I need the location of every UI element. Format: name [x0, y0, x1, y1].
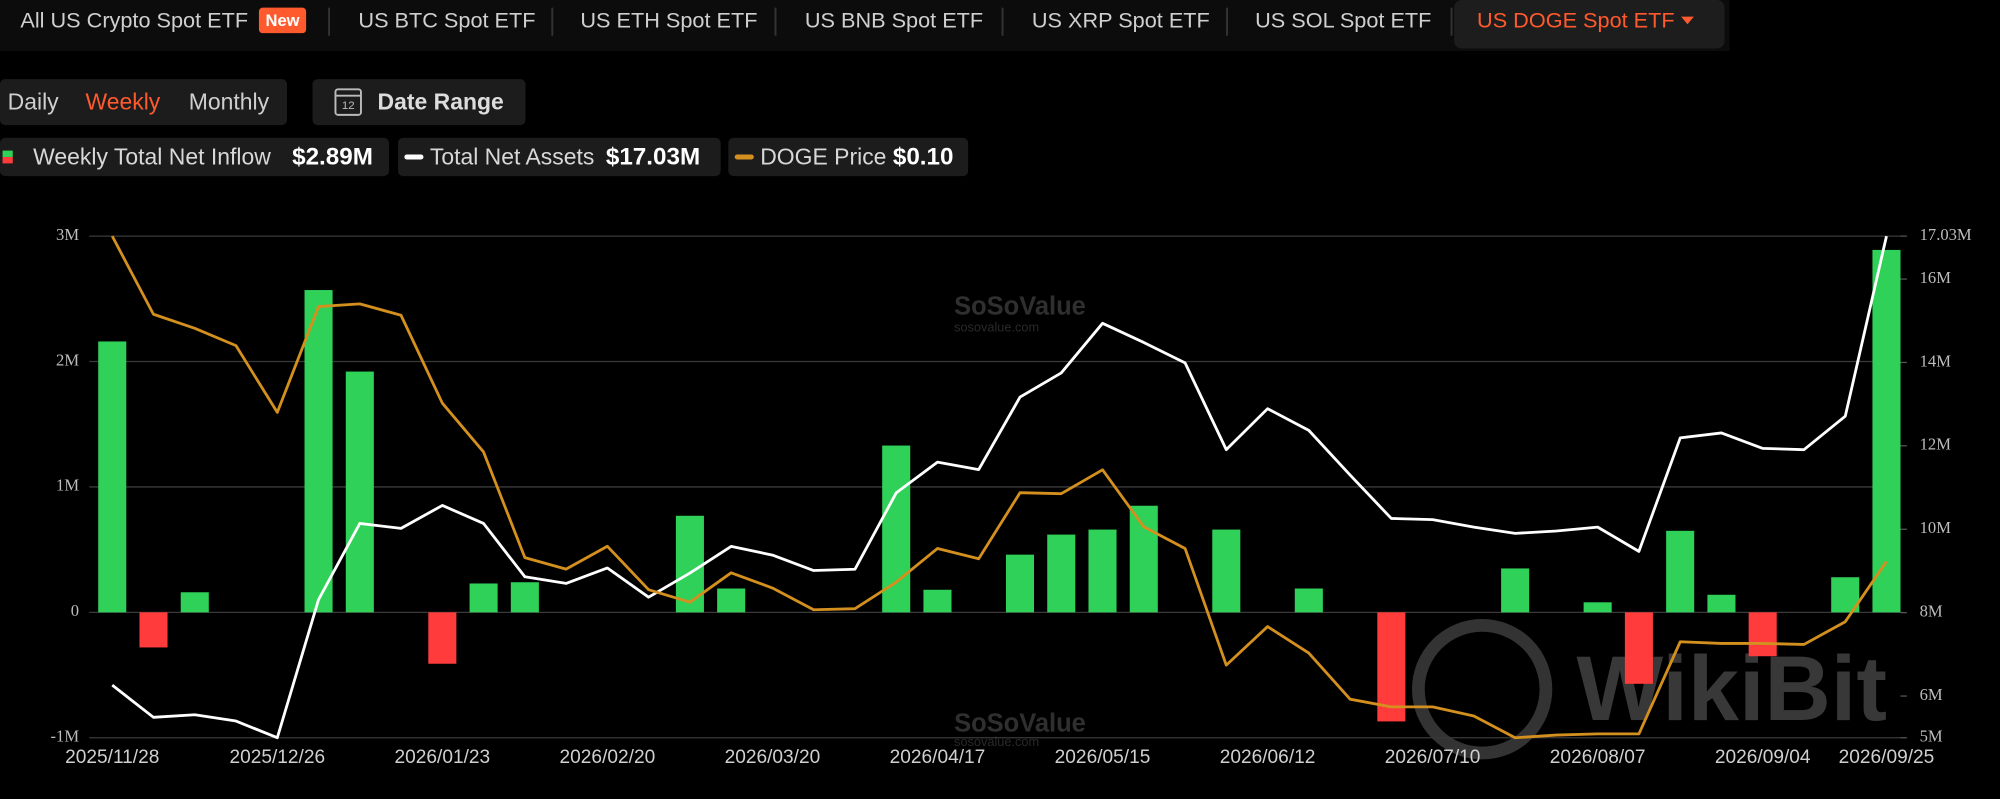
bar [923, 589, 952, 613]
y2-tick-label: 8M [1920, 601, 1943, 620]
watermark-group: SoSoValue sosovalue.com SoSoValue sosova… [954, 292, 1086, 749]
bar [1583, 602, 1612, 613]
bar [1666, 530, 1695, 613]
watermark: WikiBit [1577, 638, 1887, 740]
bar [1294, 588, 1323, 613]
new-badge-bg [258, 7, 307, 34]
x-tick-label: 2026/03/20 [725, 747, 821, 768]
y-tick-label: 1M [56, 476, 79, 495]
bar [180, 592, 209, 613]
period-button[interactable]: Daily [8, 88, 60, 114]
y2-tick-label: 12M [1920, 435, 1952, 454]
tab[interactable]: US BNB Spot ETF [805, 7, 983, 32]
bar [428, 612, 457, 664]
active-tab-bg [1454, 0, 1725, 49]
y2-tick-label: 10M [1920, 518, 1952, 537]
x-tick-label: 2026/09/04 [1715, 747, 1811, 768]
y2-tick-label: 6M [1920, 685, 1943, 704]
legend-value: $17.03M [606, 144, 700, 171]
tab[interactable]: US SOL Spot ETF [1255, 7, 1431, 32]
date-range-button[interactable] [312, 79, 526, 126]
x-tick-label: 2026/08/07 [1550, 747, 1646, 768]
legend-box [728, 137, 969, 177]
tab[interactable]: All US Crypto Spot ETF [20, 7, 248, 32]
x-tick-label: 2026/04/17 [890, 747, 986, 768]
watermark: SoSoValue [954, 710, 1086, 738]
y2-tick-label: 17.03M [1920, 225, 1972, 244]
bar [1129, 505, 1158, 613]
plot: -1M 0 1M 2M 3M 5M 6M 8M 10M 12M 14M 16M 17.03M 2025/1… [51, 225, 1972, 768]
bar [510, 582, 539, 613]
y-tick-label: 0 [71, 601, 79, 620]
legend-box [0, 137, 390, 177]
bar [717, 588, 746, 613]
bar [1047, 534, 1076, 613]
bar [98, 341, 127, 613]
new-badge: New [265, 11, 299, 30]
bar [1624, 612, 1653, 684]
y2-tick-label: 14M [1920, 351, 1952, 370]
x-tick-label: 2025/12/26 [229, 747, 325, 768]
bar [1088, 529, 1117, 613]
period-group [0, 79, 287, 126]
y2-tick-label: 5M [1920, 727, 1943, 746]
y-tick-label: -1M [51, 727, 80, 746]
y2-tick-label: 16M [1920, 268, 1952, 287]
legend-swatch [2, 150, 13, 157]
legend-swatch [2, 156, 13, 164]
tab[interactable]: US ETH Spot ETF [580, 7, 757, 32]
date-range-label[interactable]: Date Range [378, 88, 504, 114]
y-tick-label: 3M [56, 225, 79, 244]
bar [1707, 594, 1736, 613]
bar [1748, 612, 1777, 657]
bar [1377, 612, 1406, 722]
x-tick-label: 2025/11/28 [65, 747, 159, 768]
period-button-active[interactable]: Weekly [85, 88, 160, 114]
watermark: sosovalue.com [954, 319, 1039, 334]
bar [1501, 568, 1530, 613]
line [111, 235, 1888, 740]
tab[interactable]: US BTC Spot ETF [358, 7, 535, 32]
bar [469, 583, 498, 613]
tab-active[interactable]: US DOGE Spot ETF [1477, 7, 1675, 32]
bar [304, 290, 333, 613]
legend-label: DOGE Price [760, 143, 886, 169]
legend-label: Weekly Total Net Inflow [33, 143, 271, 169]
period-button[interactable]: Monthly [189, 88, 270, 114]
x-tick-label: 2026/02/20 [560, 747, 656, 768]
bar [139, 612, 168, 648]
calendar-icon [334, 88, 362, 116]
legend-label: Total Net Assets [430, 143, 595, 169]
legend-box [397, 137, 721, 177]
x-tick-label: 2026/09/25 [1839, 747, 1935, 768]
line [111, 235, 1888, 740]
watermark-logo [1411, 619, 1553, 760]
x-tick-label: 2026/07/10 [1385, 747, 1481, 768]
y-tick-label: 2M [56, 350, 79, 369]
calendar-icon-text: 12 [342, 100, 355, 112]
legend-value: $2.89M [292, 144, 373, 171]
x-tick-label: 2026/01/23 [394, 747, 490, 768]
legend-value: $0.10 [893, 144, 954, 171]
bar [1005, 554, 1035, 613]
bar [882, 445, 911, 613]
tab-separators [328, 7, 1453, 36]
bar [1212, 529, 1241, 613]
x-tick-label: 2026/06/12 [1220, 747, 1316, 768]
bar [345, 371, 374, 613]
dropdown-arrow[interactable] [1681, 16, 1694, 25]
x-tick-label: 2026/05/15 [1055, 747, 1151, 768]
watermark: SoSoValue [954, 292, 1086, 320]
tab[interactable]: US XRP Spot ETF [1032, 7, 1210, 32]
bar [1872, 249, 1901, 613]
